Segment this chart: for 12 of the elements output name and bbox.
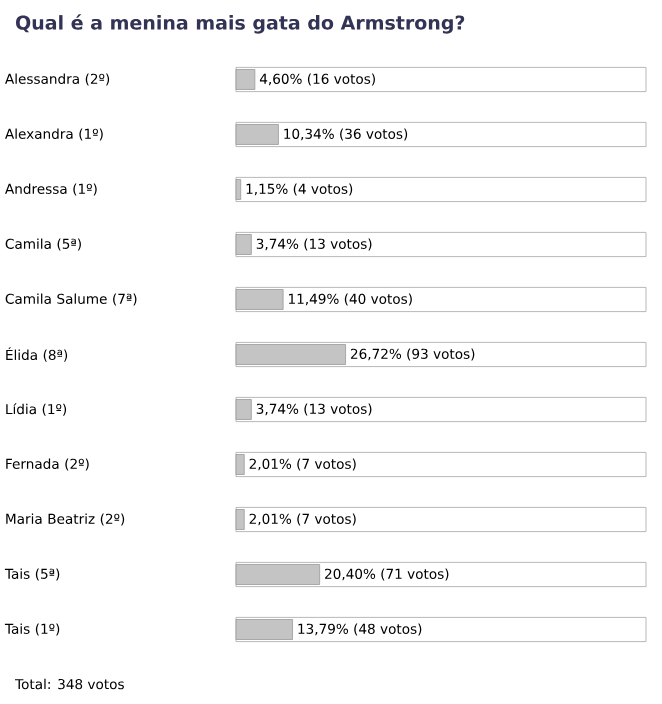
bar (235, 124, 279, 145)
bar (235, 509, 245, 530)
bar (235, 399, 252, 420)
bar (235, 564, 321, 585)
chart-title: Qual é a menina mais gata do Armstrong? (16, 14, 465, 34)
bar (235, 454, 245, 475)
bar (235, 179, 242, 200)
bar (235, 619, 293, 640)
bar (235, 289, 284, 310)
bar (235, 344, 346, 365)
bar (235, 234, 252, 255)
bar (235, 69, 256, 90)
